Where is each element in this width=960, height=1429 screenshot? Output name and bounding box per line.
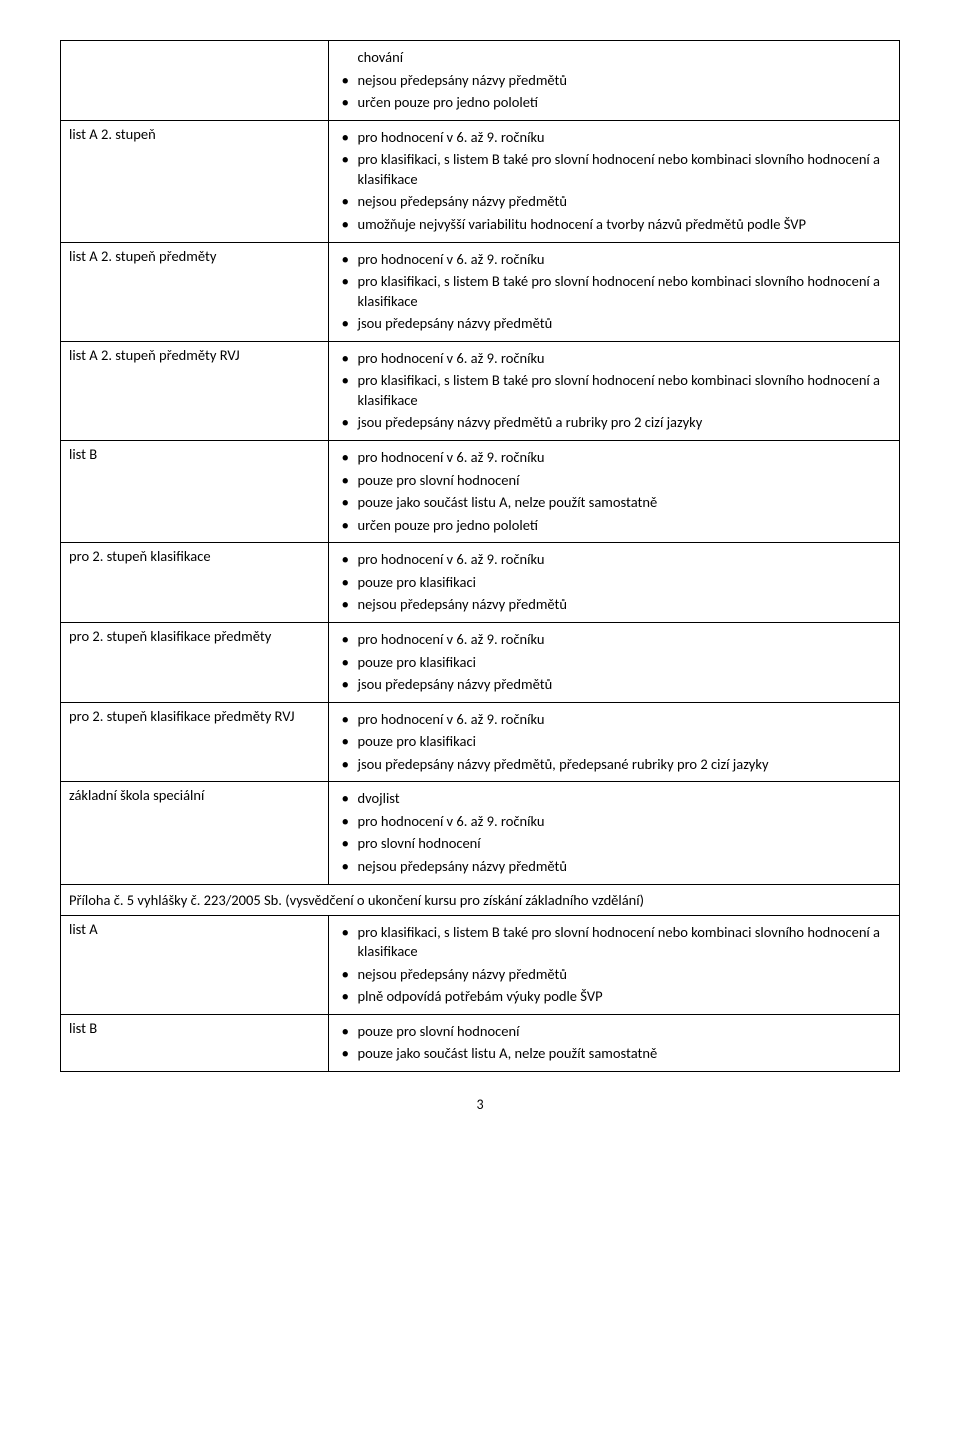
table-cell-items: pro hodnocení v 6. až 9. ročníku pouze pr… [329,622,900,702]
list-item: pouze pro slovní hodnocení [337,471,891,491]
table-row-section-heading: Příloha č. 5 vyhlášky č. 223/2005 Sb. (v… [61,884,900,915]
table-cell-label: pro 2. stupeň klasifikace předměty RVJ [61,702,329,782]
table-row: pro 2. stupeň klasifikace předměty RVJpr… [61,702,900,782]
table-cell-label: list B [61,1014,329,1071]
table-row: list Bpouze pro slovní hodnocenípouze ja… [61,1014,900,1071]
table-cell-items: dvojlist pro hodnocení v 6. až 9. ročníku… [329,782,900,884]
table-cell-label: list A 2. stupeň předměty [61,242,329,341]
list-item: pro hodnocení v 6. až 9. ročníku [337,710,891,730]
table-row: chování nejsou předepsány názvy předmětůu… [61,41,900,121]
list-item: pro klasifikaci, s listem B také pro slo… [337,272,891,311]
table-cell-items: pouze pro slovní hodnocenípouze jako sou… [329,1014,900,1071]
table-cell-items: pro hodnocení v 6. až 9. ročníkupro klas… [329,242,900,341]
list-item: nejsou předepsány názvy předmětů [337,857,891,877]
table-cell-label: list A 2. stupeň předměty RVJ [61,341,329,440]
table-row: list A 2. stupeň předměty RVJpro hodnoce… [61,341,900,440]
list-item: pro hodnocení v 6. až 9. ročníku [337,128,891,148]
table-row: list Apro klasifikaci, s listem B také p… [61,915,900,1014]
page-number: 3 [60,1096,900,1113]
table-cell-items: pro hodnocení v 6. až 9. ročníkupro klas… [329,341,900,440]
list-item: nejsou předepsány názvy předmětů [337,192,891,212]
bullet-list: pro hodnocení v 6. až 9. ročníku pouze pr… [337,448,891,535]
table-cell-label: list A [61,915,329,1014]
list-item: pro klasifikaci, s listem B také pro slo… [337,150,891,189]
list-item: pro hodnocení v 6. až 9. ročníku [337,250,891,270]
list-item: nejsou předepsány názvy předmětů [337,71,891,91]
bullet-list: pouze pro slovní hodnocenípouze jako sou… [337,1022,891,1064]
table-cell-label: list B [61,441,329,543]
list-item: pro hodnocení v 6. až 9. ročníku [337,349,891,369]
bullet-list: pro hodnocení v 6. až 9. ročníkupro klas… [337,349,891,433]
list-item: chování [337,48,891,68]
list-item: určen pouze pro jedno pololetí [337,516,891,536]
list-item: pro slovní hodnocení [337,834,891,854]
bullet-list: pro hodnocení v 6. až 9. ročníku pouze pr… [337,550,891,615]
table-cell-items: pro hodnocení v 6. až 9. ročníku pouze pr… [329,441,900,543]
table-row: list A 2. stupeň předmětypro hodnocení v… [61,242,900,341]
document-table: chovánínejsou předepsány názvy předmětůu… [60,40,900,1072]
table-row: list A 2. stupeňpro hodnocení v 6. až 9.… [61,120,900,242]
list-item: jsou předepsány názvy předmětů [337,314,891,334]
bullet-list: dvojlist pro hodnocení v 6. až 9. ročníku… [337,789,891,876]
list-item: pro hodnocení v 6. až 9. ročníku [337,630,891,650]
list-item: umožňuje nejvyšší variabilitu hodnocení … [337,215,891,235]
list-item: pouze pro klasifikaci [337,732,891,752]
bullet-list: pro hodnocení v 6. až 9. ročníkupouze pr… [337,710,891,775]
table-row: základní škola speciální dvojlist pro hodn… [61,782,900,884]
list-item: pouze jako součást listu A, nelze použít… [337,1044,891,1064]
list-item: určen pouze pro jedno pololetí [337,93,891,113]
bullet-list: pro klasifikaci, s listem B také pro slo… [337,923,891,1007]
bullet-list: pro hodnocení v 6. až 9. ročníku pouze pr… [337,630,891,695]
list-item: nejsou předepsány názvy předmětů [337,595,891,615]
list-item: pro klasifikaci, s listem B také pro slo… [337,923,891,962]
list-item: pouze jako součást listu A, nelze použít… [337,493,891,513]
list-item: plně odpovídá potřebám výuky podle ŠVP [337,987,891,1007]
table-cell-items: pro hodnocení v 6. až 9. ročníku pouze pr… [329,543,900,623]
table-row: list B pro hodnocení v 6. až 9. ročníku po… [61,441,900,543]
table-cell-label: základní škola speciální [61,782,329,884]
table-cell-items: chování nejsou předepsány názvy předmětůu… [329,41,900,121]
table-row: pro 2. stupeň klasifikace předmětypro ho… [61,622,900,702]
table-cell-items: pro hodnocení v 6. až 9. ročníkupouze pr… [329,702,900,782]
table-cell-label [61,41,329,121]
list-item: pouze pro klasifikaci [337,573,891,593]
list-item: jsou předepsány názvy předmětů [337,675,891,695]
section-heading: Příloha č. 5 vyhlášky č. 223/2005 Sb. (v… [61,884,900,915]
list-item: jsou předepsány názvy předmětů a rubriky… [337,413,891,433]
list-item: dvojlist [337,789,891,809]
list-item: pouze pro slovní hodnocení [337,1022,891,1042]
list-item: pouze pro klasifikaci [337,653,891,673]
bullet-list: chování nejsou předepsány názvy předmětůu… [337,48,891,113]
list-item: pro hodnocení v 6. až 9. ročníku [337,812,891,832]
list-item: jsou předepsány názvy předmětů, předepsa… [337,755,891,775]
table-cell-label: pro 2. stupeň klasifikace [61,543,329,623]
table-cell-items: pro klasifikaci, s listem B také pro slo… [329,915,900,1014]
table-cell-items: pro hodnocení v 6. až 9. ročníkupro klas… [329,120,900,242]
bullet-list: pro hodnocení v 6. až 9. ročníkupro klas… [337,250,891,334]
table-cell-label: list A 2. stupeň [61,120,329,242]
list-item: pro klasifikaci, s listem B také pro slo… [337,371,891,410]
list-item: nejsou předepsány názvy předmětů [337,965,891,985]
table-cell-label: pro 2. stupeň klasifikace předměty [61,622,329,702]
bullet-list: pro hodnocení v 6. až 9. ročníkupro klas… [337,128,891,235]
list-item: pro hodnocení v 6. až 9. ročníku [337,550,891,570]
table-row: pro 2. stupeň klasifikacepro hodnocení v… [61,543,900,623]
list-item: pro hodnocení v 6. až 9. ročníku [337,448,891,468]
